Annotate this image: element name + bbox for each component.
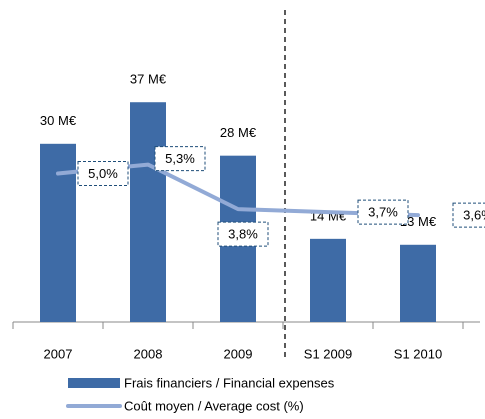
- line-value-label: 3,8%: [228, 227, 258, 242]
- line-value-label: 3,7%: [368, 205, 398, 220]
- line-label-box: [452, 202, 485, 228]
- line-label-box: [357, 199, 409, 225]
- bar: [310, 238, 346, 322]
- x-tick-label: S1 2010: [394, 346, 442, 361]
- bar-value-label: 37 M€: [130, 72, 167, 87]
- line-label-box: [77, 161, 129, 186]
- legend-label: Coût moyen / Average cost (%): [124, 398, 304, 413]
- x-tick-label: 2009: [224, 346, 253, 361]
- line-value-label: 5,0%: [88, 166, 118, 181]
- legend-swatch: [68, 378, 120, 388]
- line-value-label: 3,6%: [463, 208, 485, 223]
- x-tick-label: 2007: [44, 346, 73, 361]
- line-value-label: 5,3%: [165, 151, 195, 166]
- bar: [400, 244, 436, 322]
- legend-label: Frais financiers / Financial expenses: [124, 375, 335, 390]
- bar-value-label: 28 M€: [220, 125, 257, 140]
- bar-value-label: 30 M€: [40, 113, 77, 128]
- x-tick-label: S1 2009: [304, 346, 352, 361]
- line-label-box: [154, 146, 206, 172]
- line-label-box: [217, 221, 269, 247]
- bar: [130, 102, 166, 322]
- bar-value-label: 13 M€: [400, 214, 437, 229]
- x-tick-label: 2008: [134, 346, 163, 361]
